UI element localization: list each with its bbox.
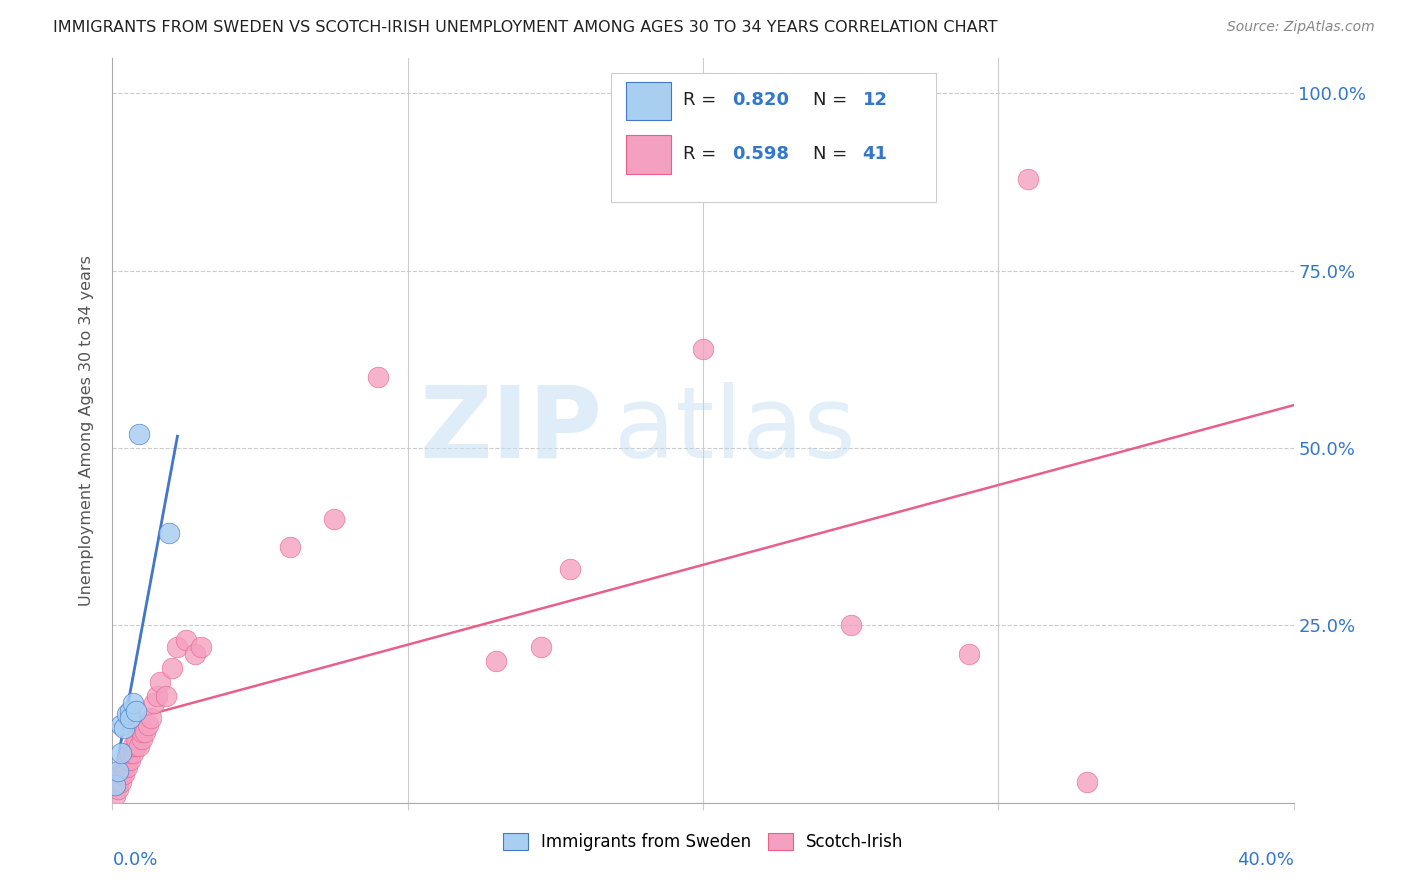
Text: 0.820: 0.820	[733, 91, 790, 110]
Point	[125, 731, 148, 746]
Point	[1076, 774, 1098, 789]
Point	[117, 753, 138, 767]
Point	[122, 739, 145, 753]
Point	[149, 675, 172, 690]
Point	[166, 640, 188, 654]
Point	[131, 731, 153, 746]
Point	[146, 690, 169, 704]
Point	[174, 632, 197, 647]
Point	[110, 774, 132, 789]
Text: N =: N =	[813, 145, 853, 163]
Point	[131, 724, 153, 739]
Text: R =: R =	[683, 145, 721, 163]
Point	[839, 618, 862, 632]
Point	[529, 640, 551, 654]
Point	[692, 342, 714, 356]
FancyBboxPatch shape	[626, 136, 671, 174]
Point	[155, 690, 177, 704]
Point	[112, 760, 135, 774]
Point	[125, 739, 148, 753]
Point	[110, 718, 132, 732]
Point	[157, 526, 180, 541]
FancyBboxPatch shape	[610, 73, 935, 202]
Point	[485, 654, 508, 668]
Y-axis label: Unemployment Among Ages 30 to 34 years: Unemployment Among Ages 30 to 34 years	[79, 255, 94, 606]
Point	[107, 774, 129, 789]
Point	[110, 767, 132, 781]
Point	[117, 707, 138, 722]
Point	[278, 541, 301, 555]
Point	[122, 697, 145, 711]
Text: atlas: atlas	[614, 382, 856, 479]
Point	[117, 760, 138, 774]
Legend: Immigrants from Sweden, Scotch-Irish: Immigrants from Sweden, Scotch-Irish	[496, 826, 910, 858]
Point	[110, 746, 132, 760]
Point	[120, 704, 142, 718]
Point	[134, 724, 156, 739]
Point	[120, 711, 142, 725]
Point	[128, 426, 150, 441]
Point	[558, 562, 582, 576]
Point	[120, 753, 142, 767]
FancyBboxPatch shape	[626, 82, 671, 120]
Point	[122, 746, 145, 760]
Text: R =: R =	[683, 91, 721, 110]
Point	[139, 711, 162, 725]
Point	[107, 781, 129, 796]
Text: Source: ZipAtlas.com: Source: ZipAtlas.com	[1227, 20, 1375, 34]
Text: 0.598: 0.598	[733, 145, 790, 163]
Point	[184, 647, 207, 661]
Point	[1017, 171, 1039, 186]
Point	[104, 778, 127, 792]
Point	[120, 746, 142, 760]
Text: 0.0%: 0.0%	[112, 851, 157, 869]
Text: 12: 12	[862, 91, 887, 110]
Text: IMMIGRANTS FROM SWEDEN VS SCOTCH-IRISH UNEMPLOYMENT AMONG AGES 30 TO 34 YEARS CO: IMMIGRANTS FROM SWEDEN VS SCOTCH-IRISH U…	[53, 20, 998, 35]
Point	[136, 718, 159, 732]
Point	[112, 767, 135, 781]
Point	[957, 647, 980, 661]
Text: 41: 41	[862, 145, 887, 163]
Point	[367, 370, 389, 384]
Point	[112, 721, 135, 735]
Point	[125, 704, 148, 718]
Point	[142, 697, 165, 711]
Point	[104, 789, 127, 803]
Point	[160, 661, 183, 675]
Point	[190, 640, 212, 654]
Text: 40.0%: 40.0%	[1237, 851, 1294, 869]
Point	[107, 764, 129, 778]
Text: N =: N =	[813, 91, 853, 110]
Point	[323, 512, 346, 526]
Point	[128, 739, 150, 753]
Text: ZIP: ZIP	[420, 382, 603, 479]
